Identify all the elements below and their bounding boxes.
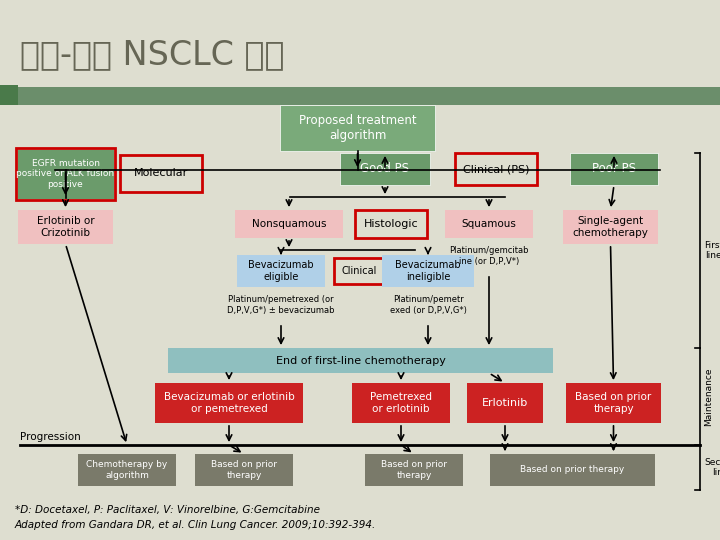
- Bar: [16, 148, 115, 200]
- Text: Bevacizumab or erlotinib
or pemetrexed: Bevacizumab or erlotinib or pemetrexed: [163, 392, 294, 414]
- Bar: [0, 85, 18, 105]
- Text: Based on prior
therapy: Based on prior therapy: [211, 460, 277, 480]
- Text: Platinum/pemetr
exed (or D,P,V,G*): Platinum/pemetr exed (or D,P,V,G*): [390, 295, 467, 315]
- Bar: [455, 153, 537, 185]
- Bar: [566, 383, 661, 423]
- Text: Second
line: Second line: [704, 458, 720, 477]
- Bar: [168, 348, 553, 373]
- Bar: [382, 255, 474, 287]
- Bar: [365, 454, 463, 486]
- Text: Clinical (PS): Clinical (PS): [463, 164, 529, 174]
- Bar: [235, 210, 343, 238]
- Text: Based on prior
therapy: Based on prior therapy: [381, 460, 447, 480]
- Text: EGFR mutation
positive or ALK fusion
positive: EGFR mutation positive or ALK fusion pos…: [17, 159, 114, 189]
- Text: Nonsquamous: Nonsquamous: [252, 219, 326, 229]
- Text: Erlotinib: Erlotinib: [482, 398, 528, 408]
- Bar: [355, 210, 427, 238]
- Text: Bevacizumab
eligible: Bevacizumab eligible: [248, 260, 314, 282]
- Text: Adapted from Gandara DR, et al. Clin Lung Cancer. 2009;10:392-394.: Adapted from Gandara DR, et al. Clin Lun…: [15, 520, 377, 530]
- Text: Single-agent
chemotherapy: Single-agent chemotherapy: [572, 216, 649, 238]
- Text: First
line: First line: [704, 241, 720, 260]
- Bar: [445, 210, 533, 238]
- Bar: [237, 255, 325, 287]
- Bar: [155, 383, 303, 423]
- Bar: [490, 454, 655, 486]
- Bar: [18, 150, 113, 198]
- Text: Chemotherapy by
algorithm: Chemotherapy by algorithm: [86, 460, 168, 480]
- Text: *D: Docetaxel, P: Paclitaxel, V: Vinorelbine, G:Gemcitabine: *D: Docetaxel, P: Paclitaxel, V: Vinorel…: [15, 505, 320, 515]
- Bar: [570, 153, 658, 185]
- Bar: [18, 210, 113, 244]
- Text: Platinum/pemetrexed (or
D,P,V,G*) ± bevacizumab: Platinum/pemetrexed (or D,P,V,G*) ± beva…: [228, 295, 335, 315]
- Text: Proposed treatment
algorithm: Proposed treatment algorithm: [299, 114, 416, 142]
- Text: Erlotinib or
Crizotinib: Erlotinib or Crizotinib: [37, 216, 94, 238]
- Bar: [78, 454, 176, 486]
- Text: End of first-line chemotherapy: End of first-line chemotherapy: [276, 355, 446, 366]
- Text: Good PS: Good PS: [361, 163, 410, 176]
- Text: 結論-晚期 NSCLC 治療: 結論-晚期 NSCLC 治療: [20, 38, 284, 71]
- Text: Pemetrexed
or erlotinib: Pemetrexed or erlotinib: [370, 392, 432, 414]
- Bar: [280, 105, 435, 151]
- Text: Progression: Progression: [20, 432, 81, 442]
- Bar: [563, 210, 658, 244]
- Text: Bevacizumab
ineligible: Bevacizumab ineligible: [395, 260, 461, 282]
- Text: Based on prior therapy: Based on prior therapy: [521, 465, 625, 475]
- Bar: [0, 87, 720, 105]
- Text: Squamous: Squamous: [462, 219, 516, 229]
- Bar: [352, 383, 450, 423]
- Text: Molecular: Molecular: [134, 168, 188, 179]
- Bar: [195, 454, 293, 486]
- Text: Poor PS: Poor PS: [592, 163, 636, 176]
- Bar: [467, 383, 543, 423]
- Text: Histologic: Histologic: [364, 219, 418, 229]
- Text: Platinum/gemcitab
ine (or D,P,V*): Platinum/gemcitab ine (or D,P,V*): [449, 246, 528, 266]
- Bar: [340, 153, 430, 185]
- Bar: [120, 155, 202, 192]
- Text: Maintenance: Maintenance: [704, 367, 713, 426]
- Text: Based on prior
therapy: Based on prior therapy: [575, 392, 652, 414]
- Bar: [334, 258, 384, 284]
- Text: Clinical: Clinical: [341, 266, 377, 276]
